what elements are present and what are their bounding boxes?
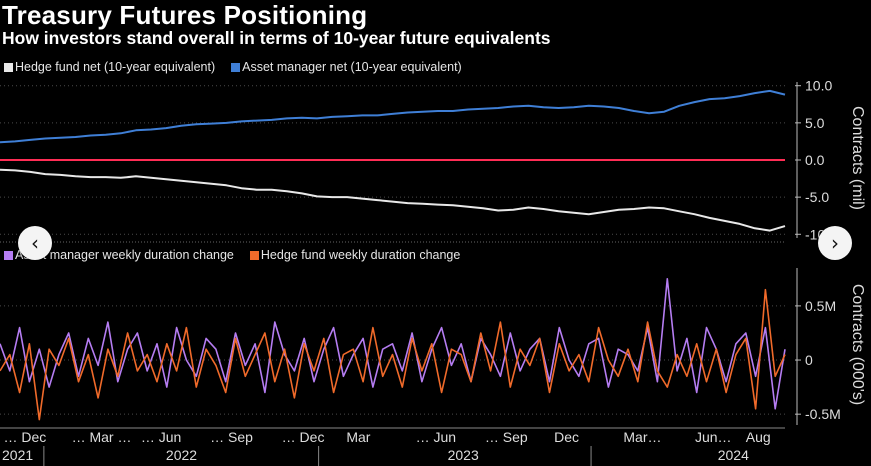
year-label: 2021 [2,447,33,463]
year-label: 2022 [166,447,197,463]
series-line-1-1 [0,288,786,421]
x-tick-label: Aug [746,429,771,445]
y-tick-label: 0.5M [805,298,836,314]
x-tick-label: Mar… [623,429,661,445]
legend-label-asset-net: Asset manager net (10-year equivalent) [242,60,462,74]
chevron-left-icon: ‹ [31,231,39,255]
legend-label-hedge-weekly: Hedge fund weekly duration change [260,248,461,262]
y-axis-title: Contracts (mil) [849,106,866,210]
year-label: 2024 [718,447,749,463]
series-line-0-1 [0,89,786,144]
bottom-legend: Asset manager weekly duration change Hed… [4,248,472,262]
y-tick-label: -5.0 [805,189,829,205]
chart-subtitle: How investors stand overall in terms of … [2,28,551,48]
prev-button[interactable]: ‹ [18,226,52,260]
x-tick-label: … Dec [3,429,46,445]
legend-label-hedge-net: Hedge fund net (10-year equivalent) [15,60,216,74]
legend-asset-net: Asset manager net (10-year equivalent) [231,60,462,74]
y-tick-label: 10.0 [805,78,832,94]
series-line-1-0 [0,277,786,410]
chart-title: Treasury Futures Positioning [2,0,368,30]
legend-swatch-hedge-net [4,62,13,72]
legend-swatch-asset-net [231,62,241,72]
y-tick-label: 5.0 [805,115,825,131]
x-tick-label: Mar [346,429,370,445]
next-button[interactable]: › [818,226,852,260]
x-tick-label: … Sep [210,429,253,445]
year-label: 2023 [448,447,479,463]
legend-hedge-net: Hedge fund net (10-year equivalent) [4,60,215,74]
legend-hedge-weekly: Hedge fund weekly duration change [249,248,461,262]
chevron-right-icon: › [831,231,839,255]
legend-swatch-hedge-weekly [249,250,259,260]
series-line-0-0 [0,168,786,232]
y-tick-label: -0.5M [805,406,841,422]
x-tick-label: … Jun [141,429,181,445]
y-tick-label: 0.0 [805,152,825,168]
y-tick-label: 0 [805,352,813,368]
legend-label-asset-weekly: Asset manager weekly duration change [15,248,234,262]
x-tick-label: … Jun [416,429,456,445]
top-legend: Hedge fund net (10-year equivalent) Asse… [4,60,474,74]
x-tick-label: … Sep [485,429,528,445]
legend-asset-weekly: Asset manager weekly duration change [4,248,234,262]
x-tick-label: … Dec [282,429,325,445]
x-tick-label: Jun… [695,429,732,445]
y-axis-title: Contracts (000's) [849,284,866,405]
x-tick-label: … Mar … [72,429,132,445]
x-tick-label: Dec [554,429,579,445]
legend-swatch-asset-weekly [4,250,13,260]
